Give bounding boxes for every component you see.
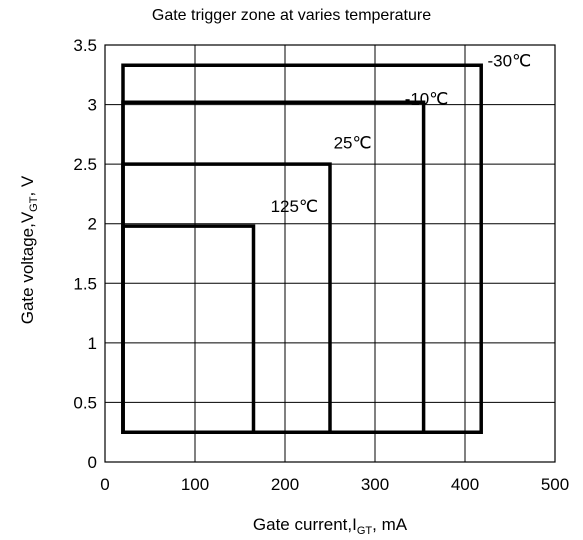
trigger-zones [121,63,483,434]
zone-line-0 [121,63,483,434]
y-axis-title: Gate voltage,VGT, V [18,175,40,324]
x-tick-label-4: 400 [451,475,479,494]
x-axis-title: Gate current,IGT, mA [253,515,408,537]
x-tick-label-5: 500 [541,475,569,494]
zone-line-3 [121,224,256,434]
y-tick-label-5: 2.5 [73,155,97,174]
y-axis-title-main: Gate voltage,V [18,211,37,324]
zone-label-0: -30℃ [488,51,532,70]
tick-labels: 0 100 200 300 400 500 0 0.5 1 1.5 2 2.5 3 3.5 [73,36,569,494]
zone-line-1 [121,100,426,434]
y-tick-label-7: 3.5 [73,36,97,55]
x-axis-title-tail: , mA [372,515,408,534]
y-tick-label-3: 1.5 [73,274,97,293]
zone-label-2: 25℃ [334,134,372,153]
y-tick-label-1: 0.5 [73,393,97,412]
x-tick-label-2: 200 [271,475,299,494]
y-tick-label-0: 0 [88,453,97,472]
y-tick-label-6: 3 [88,96,97,115]
zone-label-3: 125℃ [271,197,318,216]
plot-frame [104,44,556,463]
y-axis-title-sub: GT [28,196,40,212]
x-axis-title-sub: GT [357,525,373,537]
zone-labels: -30℃ -10℃ 25℃ 125℃ [271,51,532,215]
x-tick-label-0: 0 [100,475,109,494]
y-tick-label-4: 2 [88,215,97,234]
x-axis-title-main: Gate current,I [253,515,357,534]
x-tick-label-1: 100 [181,475,209,494]
chart-title: Gate trigger zone at varies temperature [152,7,431,24]
y-axis-title-tail: , V [18,175,37,196]
y-tick-label-2: 1 [88,334,97,353]
zone-label-1: -10℃ [405,90,449,109]
x-tick-label-3: 300 [361,475,389,494]
